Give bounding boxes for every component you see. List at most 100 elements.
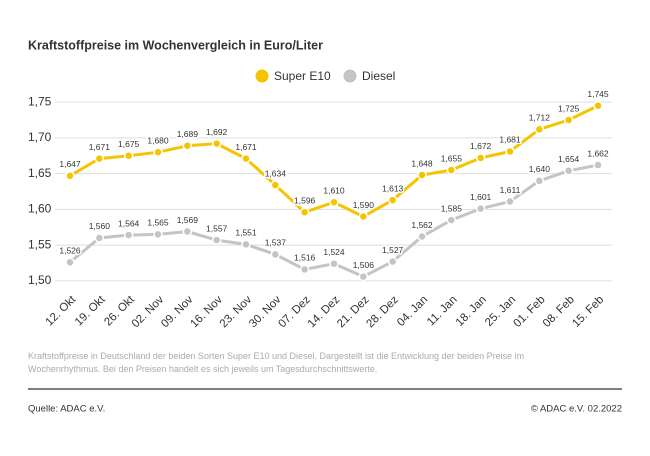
data-point [475,203,486,214]
data-label: 1,551 [235,228,257,238]
data-point [270,180,281,190]
data-point [329,258,339,269]
data-label: 1,506 [353,260,375,270]
data-label: 1,601 [470,192,492,202]
legend-marker [255,69,269,83]
data-point [563,115,574,125]
x-tick-label: 01. Feb [512,294,548,330]
data-label: 1,692 [206,127,228,137]
data-point [387,256,398,267]
legend-marker [343,69,357,83]
legend-label: Super E10 [274,69,331,83]
data-label: 1,745 [587,89,609,99]
data-point [211,235,222,245]
data-point [65,171,75,181]
data-label: 1,564 [118,218,140,228]
data-point [446,165,457,175]
data-point [299,207,310,217]
x-tick-label: 04. Jan [395,294,430,329]
data-point [475,153,486,163]
data-label: 1,662 [587,148,609,158]
data-point [270,249,281,260]
y-tick-label: 1,60 [28,202,52,216]
data-label: 1,634 [265,168,287,178]
data-label: 1,524 [323,247,345,257]
x-tick-label: 11. Jan [425,294,460,329]
data-label: 1,526 [59,246,81,256]
data-point [387,195,398,205]
data-label: 1,516 [294,253,316,263]
x-tick-label: 08. Feb [541,294,577,330]
data-point [417,170,427,180]
data-point [123,230,134,240]
data-label: 1,569 [177,215,199,225]
y-tick-label: 1,65 [28,166,52,180]
data-label: 1,557 [206,223,228,233]
chart-title: Kraftstoffpreise im Wochenvergleich in E… [28,38,323,52]
data-label: 1,562 [411,220,433,230]
data-point [241,153,251,164]
data-point [593,160,603,170]
data-point [534,176,545,186]
data-point [211,138,222,149]
data-label: 1,655 [441,153,463,163]
data-point [153,147,163,157]
data-point [65,257,75,268]
data-label: 1,647 [59,159,81,169]
data-point [123,151,134,161]
data-point [446,215,457,225]
y-tick-label: 1,55 [28,237,52,251]
data-label: 1,648 [411,158,433,168]
data-point [94,153,105,164]
data-label: 1,654 [558,154,580,164]
data-point [563,166,574,176]
data-label: 1,671 [89,142,111,152]
data-label: 1,680 [147,135,169,145]
data-label: 1,590 [353,200,375,210]
y-tick-label: 1,75 [28,94,52,108]
x-tick-label: 15. Feb [570,294,606,330]
x-tick-label: 12. Okt [44,293,79,328]
data-point [299,264,310,275]
data-point [358,271,369,282]
y-tick-label: 1,70 [28,130,52,144]
data-label: 1,527 [382,245,404,255]
data-label: 1,712 [529,113,551,123]
copyright: © ADAC e.V. 02.2022 [531,404,622,415]
data-point [182,226,193,237]
data-point [534,124,545,135]
data-label: 1,689 [177,129,199,139]
data-point [505,196,515,207]
x-tick-label: 28. Dez [364,294,401,331]
data-point [417,231,427,242]
data-label: 1,671 [235,142,257,152]
legend-label: Diesel [362,69,395,83]
data-point [182,141,193,151]
data-label: 1,681 [499,135,521,145]
data-label: 1,537 [265,238,287,248]
source: Quelle: ADAC e.V. [28,404,105,415]
footnote: Kraftstoffpreise in Deutschland der beid… [28,351,525,374]
data-label: 1,611 [500,185,521,195]
data-label: 1,565 [147,218,169,228]
data-point [329,197,339,207]
data-label: 1,610 [323,185,345,195]
data-label: 1,672 [470,141,492,151]
data-point [94,233,105,243]
data-point [505,146,515,157]
x-tick-label: 19. Okt [73,293,108,328]
data-point [241,239,251,250]
data-point [593,100,603,111]
data-label: 1,596 [294,195,316,205]
data-label: 1,560 [89,221,111,231]
data-label: 1,640 [529,164,551,174]
data-label: 1,675 [118,139,140,149]
x-tick-label: 18. Jan [454,294,489,329]
y-tick-label: 1,50 [28,273,52,287]
data-label: 1,613 [382,183,404,193]
data-label: 1,725 [558,103,580,113]
data-point [153,229,163,240]
data-label: 1,585 [441,203,463,213]
